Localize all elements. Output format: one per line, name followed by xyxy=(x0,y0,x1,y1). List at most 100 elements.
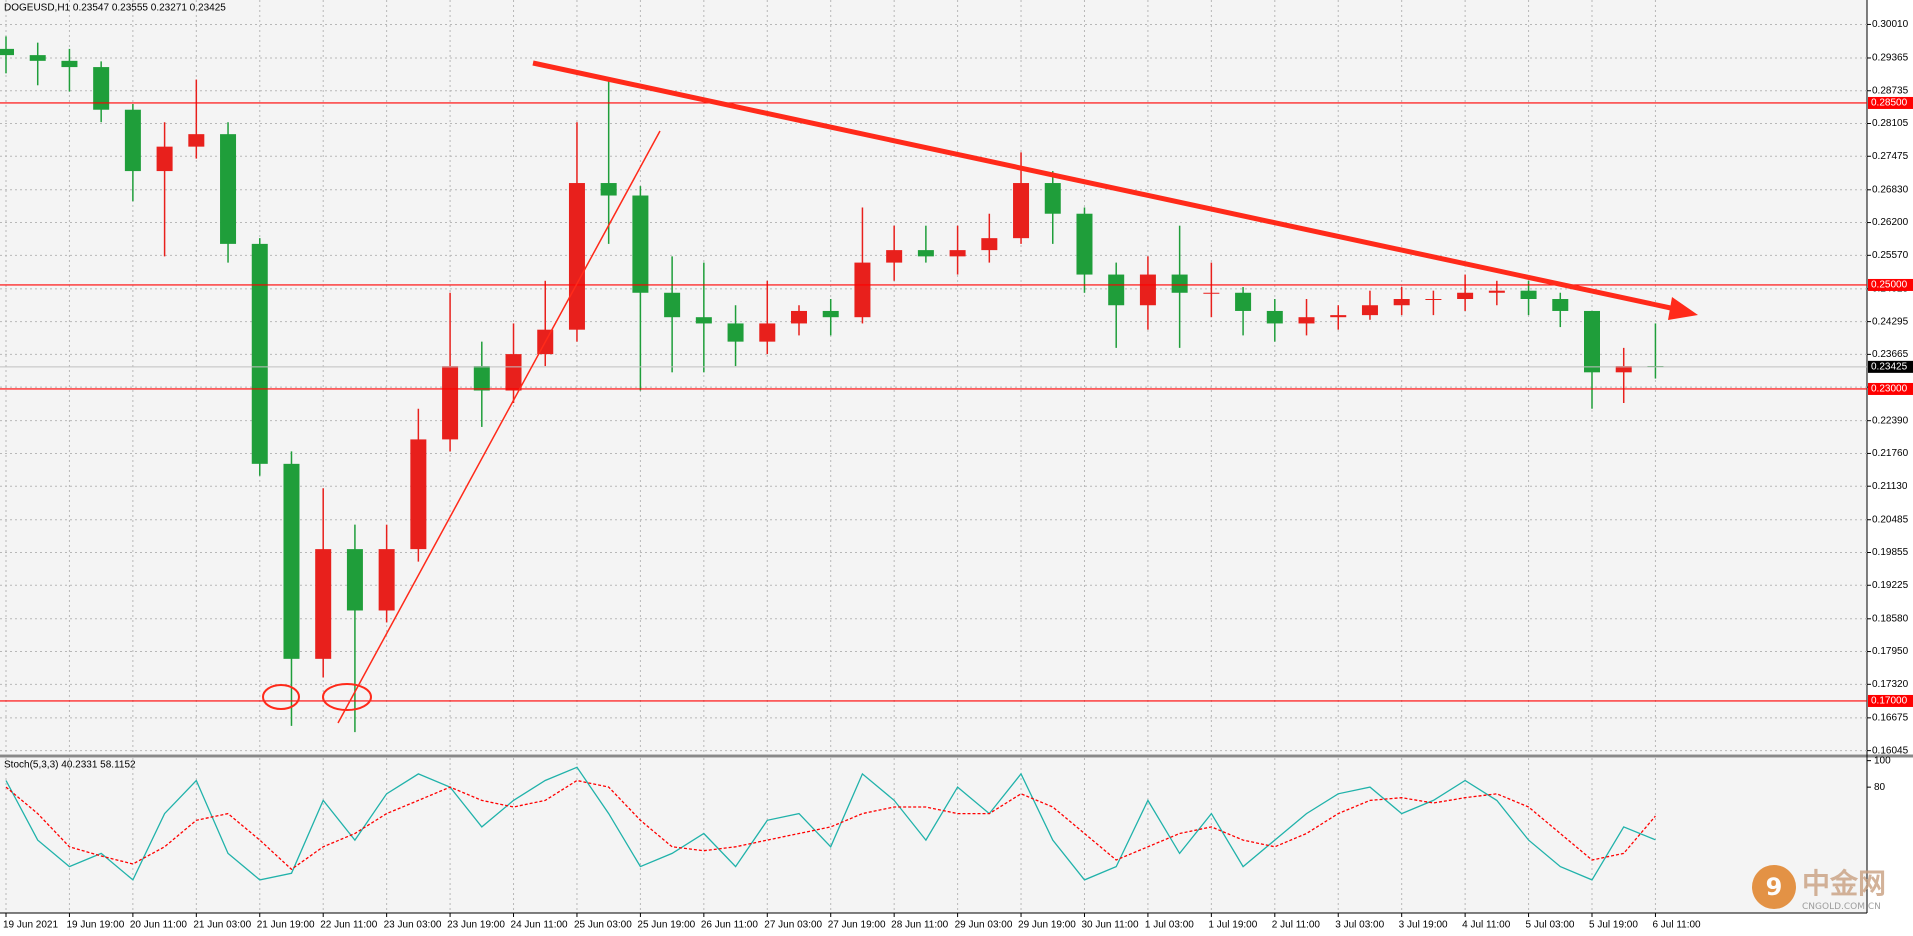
y-tick-label: 0.19855 xyxy=(1872,547,1909,558)
level-tag xyxy=(1868,96,1913,109)
watermark-text: 中金网 CNGOLD.COM.CN xyxy=(1802,862,1886,912)
candle-body xyxy=(917,250,934,257)
watermark-subtitle: CNGOLD.COM.CN xyxy=(1802,902,1881,912)
candle-body xyxy=(505,354,522,391)
annotations xyxy=(262,60,1698,724)
x-tick-label: 20 Jun 11:00 xyxy=(130,920,188,931)
candle-body xyxy=(1393,299,1410,306)
main-pane xyxy=(0,0,1867,754)
candle-body xyxy=(759,323,776,342)
x-tick-label: 2 Jul 11:00 xyxy=(1272,920,1321,931)
x-tick-label: 6 Jul 11:00 xyxy=(1652,920,1701,931)
x-tick-label: 1 Jul 03:00 xyxy=(1145,920,1194,931)
y-tick-label: 0.17950 xyxy=(1872,646,1909,657)
x-tick-label: 19 Jun 2021 xyxy=(3,920,58,931)
trend-arrowhead xyxy=(1668,297,1698,320)
candle-body xyxy=(378,549,395,611)
x-tick-label: 24 Jun 11:00 xyxy=(511,920,569,931)
candle-body xyxy=(473,366,490,391)
candle-body xyxy=(251,243,268,464)
stoch-pane xyxy=(0,758,1867,913)
candle-body xyxy=(1171,274,1188,293)
candle-body xyxy=(1203,292,1220,294)
y-tick-label: 0.27475 xyxy=(1872,151,1909,162)
watermark-logo: 9 xyxy=(1752,865,1796,909)
candle-body xyxy=(854,262,871,318)
candle-body xyxy=(442,366,459,440)
candle-body xyxy=(315,549,332,659)
x-tick-label: 30 Jun 11:00 xyxy=(1081,920,1139,931)
y-tick-label: 0.25570 xyxy=(1872,250,1909,261)
candle-body xyxy=(1615,366,1632,373)
low-marker xyxy=(322,683,372,711)
x-tick-label: 5 Jul 03:00 xyxy=(1526,920,1575,931)
candle-body xyxy=(600,183,617,196)
y-tick-label: 0.28735 xyxy=(1872,85,1909,96)
x-tick-label: 23 Jun 03:00 xyxy=(384,920,442,931)
candle-body xyxy=(1488,290,1505,293)
candle-body xyxy=(188,134,205,147)
y-tick-label: 0.21130 xyxy=(1872,481,1908,492)
candle-body xyxy=(1266,310,1283,324)
y-tick-label: 0.16675 xyxy=(1872,713,1909,724)
candle-body xyxy=(0,48,14,56)
x-tick-label: 28 Jun 11:00 xyxy=(891,920,949,931)
x-tick-label: 3 Jul 19:00 xyxy=(1399,920,1448,931)
candle-body xyxy=(1552,299,1569,311)
y-tick-label: 0.17320 xyxy=(1872,679,1909,690)
watermark-title: 中金网 xyxy=(1802,867,1887,900)
level-label: 0.17000 xyxy=(1871,696,1908,707)
y-tick-label: 0.21760 xyxy=(1872,448,1909,459)
candle-body xyxy=(981,238,998,251)
x-tick-label: 27 Jun 03:00 xyxy=(764,920,822,931)
y-tick-label: 0.29365 xyxy=(1872,53,1909,64)
candle-body xyxy=(1520,290,1537,299)
candle-body xyxy=(1457,292,1474,299)
y-tick-label: 0.22390 xyxy=(1872,415,1909,426)
candle-body xyxy=(822,310,839,318)
candle-body xyxy=(791,310,807,324)
candle-body xyxy=(695,317,712,324)
candle-body xyxy=(1013,183,1030,239)
marks xyxy=(0,36,1867,881)
candle-body xyxy=(1330,315,1347,318)
level-label: 0.23000 xyxy=(1871,384,1908,395)
candle-body xyxy=(568,183,585,330)
x-tick-label: 29 Jun 19:00 xyxy=(1018,920,1076,931)
candle-body xyxy=(124,109,141,172)
stoch-line xyxy=(5,779,1656,871)
stoch-line xyxy=(5,766,1656,881)
candle-body xyxy=(29,55,46,61)
candle-body xyxy=(1044,183,1061,214)
candle-body xyxy=(949,250,966,257)
candle-body xyxy=(1139,274,1156,306)
x-tick-label: 26 Jun 11:00 xyxy=(701,920,759,931)
x-tick-label: 25 Jun 19:00 xyxy=(637,920,695,931)
level-label: 0.25000 xyxy=(1871,280,1908,291)
candle-body xyxy=(886,250,903,263)
candle-body xyxy=(664,292,681,318)
x-tick-label: 3 Jul 03:00 xyxy=(1335,920,1384,931)
x-tick-label: 22 Jun 11:00 xyxy=(320,920,378,931)
candle-body xyxy=(283,463,300,659)
candle-body xyxy=(1425,299,1442,300)
x-tick-label: 29 Jun 03:00 xyxy=(955,920,1013,931)
y-tick-label: 0.16045 xyxy=(1872,745,1909,756)
candle-body xyxy=(1076,213,1093,275)
level-tag xyxy=(1868,278,1913,291)
candle-body xyxy=(220,134,237,244)
y-tick-label: 80 xyxy=(1874,782,1886,793)
x-tick-label: 4 Jul 11:00 xyxy=(1462,920,1511,931)
x-tick-label: 19 Jun 19:00 xyxy=(66,920,124,931)
low-marker xyxy=(262,684,300,710)
y-tick-label: 0.26830 xyxy=(1872,184,1909,195)
x-tick-label: 27 Jun 19:00 xyxy=(828,920,886,931)
y-tick-label: 0.20485 xyxy=(1872,514,1909,525)
y-tick-label: 100 xyxy=(1874,755,1891,766)
x-tick-label: 1 Jul 19:00 xyxy=(1208,920,1257,931)
candle-body xyxy=(1361,305,1378,316)
stoch-title: Stoch(5,3,3) 40.2331 58.1152 xyxy=(4,760,136,771)
x-tick-label: 21 Jun 19:00 xyxy=(257,920,315,931)
